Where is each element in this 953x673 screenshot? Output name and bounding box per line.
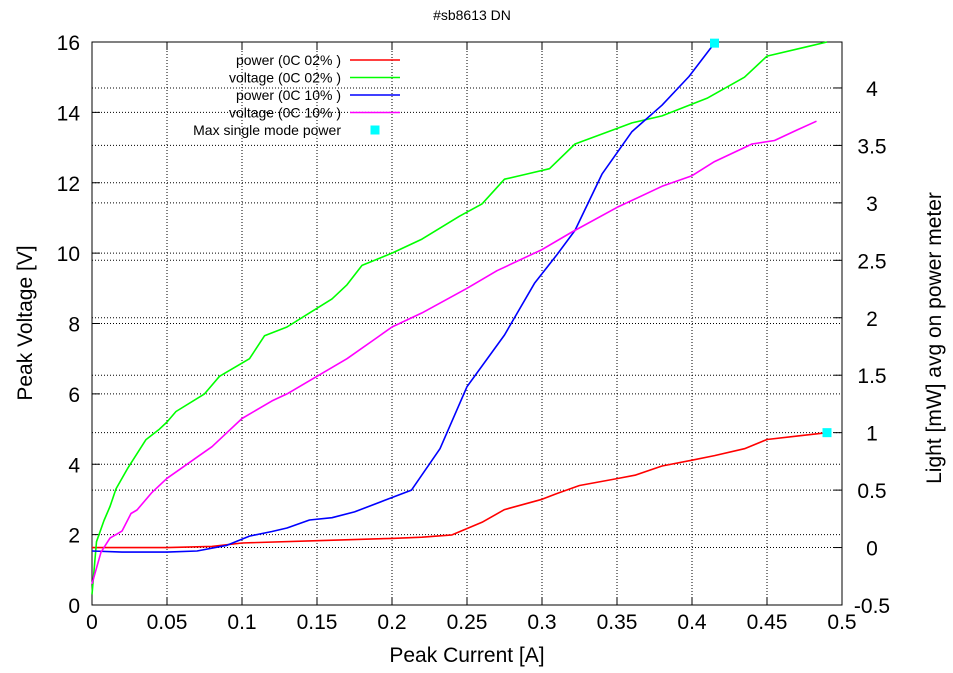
x-tick-label: 0.5 — [827, 611, 856, 634]
y2-tick-label: 3 — [866, 193, 878, 216]
y2-tick-label: 0.5 — [857, 480, 886, 503]
series-2 — [91, 42, 716, 553]
tick-labels: 0 0.05 0.1 0.15 0.2 0.25 0.3 0.35 0.4 0.45 0.5 0 2 4 6… — [57, 32, 890, 634]
x-tick-label: 0.2 — [377, 611, 406, 634]
y2-tick-label: -0.5 — [854, 595, 890, 618]
y2-tick-label: 4 — [866, 78, 878, 101]
x-tick-label: 0.4 — [677, 611, 707, 634]
y-tick-label: 0 — [68, 595, 80, 618]
y2-tick-label: 3.5 — [857, 135, 886, 158]
series-1 — [91, 41, 828, 595]
y-tick-label: 14 — [57, 102, 81, 125]
legend-label: voltage (0C 10% ) — [229, 105, 341, 121]
legend-item: power (0C 10% ) — [236, 87, 400, 103]
legend: power (0C 02% ) voltage (0C 02% )power (0… — [193, 52, 400, 138]
legend-item: power (0C 02% ) — [236, 52, 400, 68]
max-power-marker — [822, 428, 832, 438]
legend-label: power (0C 02% ) — [236, 52, 341, 68]
series-line — [92, 431, 828, 549]
x-tick-label: 0.3 — [527, 611, 556, 634]
y-tick-label: 2 — [68, 525, 80, 548]
legend-item: Max single mode power — [193, 122, 380, 138]
y2-tick-label: 0 — [866, 538, 878, 561]
x-axis-title: Peak Current [A] — [389, 644, 544, 667]
max-power-marker — [710, 38, 719, 48]
legend-label: Max single mode power — [193, 122, 341, 138]
y-tick-label: 10 — [57, 243, 80, 266]
chart-title: #sb8613 DN — [433, 7, 511, 23]
series-layer — [91, 38, 832, 595]
y2-tick-label: 1 — [866, 423, 878, 446]
legend-marker — [370, 125, 380, 135]
legend-label: power (0C 10% ) — [236, 87, 341, 103]
x-tick-label: 0.35 — [597, 611, 638, 634]
y-tick-label: 4 — [68, 454, 80, 477]
y2-tick-label: 2 — [866, 308, 878, 331]
x-tick-label: 0.05 — [147, 611, 188, 634]
x-tick-label: 0 — [86, 611, 98, 634]
series-line — [91, 41, 828, 595]
x-tick-label: 0.25 — [447, 611, 488, 634]
y2-tick-label: 1.5 — [857, 365, 886, 388]
y2-axis-title: Light [mW] avg on power meter — [923, 192, 946, 484]
series-4 — [710, 38, 832, 438]
legend-item: voltage (0C 02% ) — [229, 70, 400, 86]
x-tick-label: 0.15 — [297, 611, 338, 634]
x-tick-label: 0.1 — [227, 611, 256, 634]
y-tick-label: 6 — [68, 384, 80, 407]
grid — [92, 42, 842, 605]
y-tick-label: 16 — [57, 32, 80, 55]
y-tick-label: 12 — [57, 173, 80, 196]
legend-label: voltage (0C 02% ) — [229, 70, 341, 86]
series-0 — [92, 431, 828, 549]
y-tick-label: 8 — [68, 314, 80, 337]
series-line — [91, 120, 817, 585]
x-tick-label: 0.45 — [747, 611, 788, 634]
series-3 — [91, 120, 817, 585]
series-line — [91, 42, 716, 553]
legend-item: voltage (0C 10% ) — [229, 105, 400, 121]
y-axis-title: Peak Voltage [V] — [14, 245, 37, 400]
y2-tick-label: 2.5 — [857, 250, 886, 273]
